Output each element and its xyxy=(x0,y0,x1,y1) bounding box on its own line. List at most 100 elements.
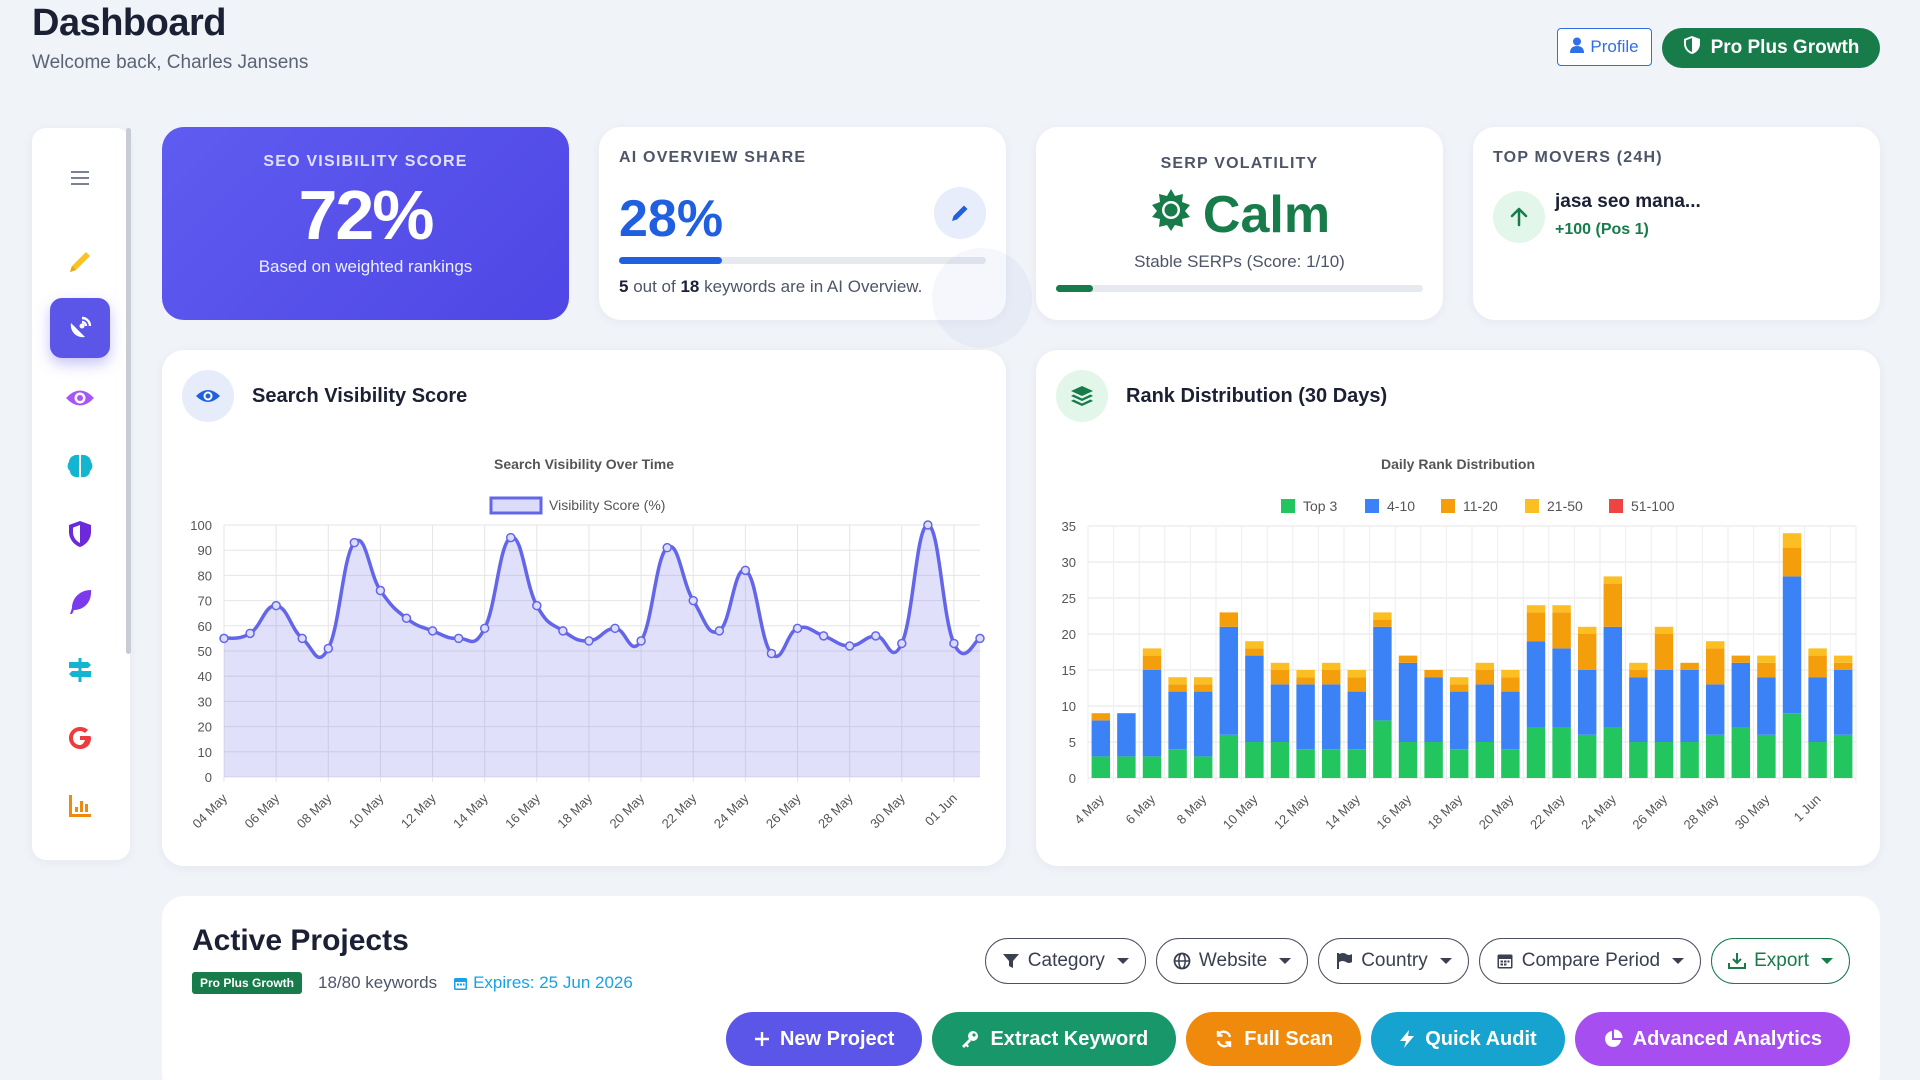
x-tick-label: 12 May xyxy=(398,790,439,831)
bar-segment xyxy=(1731,727,1751,778)
bar-segment xyxy=(1808,742,1827,778)
x-tick-label: 16 May xyxy=(502,790,543,831)
bar-segment xyxy=(1449,677,1469,685)
bar-segment xyxy=(1552,605,1571,613)
bar-segment xyxy=(1245,641,1264,649)
bar-segment xyxy=(1449,749,1469,778)
data-point xyxy=(584,636,594,646)
bar-segment xyxy=(1193,684,1213,692)
bar-segment xyxy=(1629,677,1648,742)
bar-segment xyxy=(1168,749,1187,778)
x-tick-label: 18 May xyxy=(554,790,595,831)
decorative-circle xyxy=(932,248,1032,348)
bar-segment xyxy=(1782,576,1802,714)
bar-segment xyxy=(1449,684,1469,692)
satellite-dish-icon[interactable] xyxy=(50,298,110,358)
quick-audit-button[interactable]: Quick Audit xyxy=(1371,1012,1565,1066)
bar-segment xyxy=(1705,641,1725,649)
sidebar-scrollbar[interactable] xyxy=(126,128,131,654)
bar-segment xyxy=(1731,662,1751,728)
data-point xyxy=(714,626,725,636)
bar-segment xyxy=(1398,742,1418,778)
filter-bar: Category Website Country Compare Period … xyxy=(984,938,1850,984)
y-tick-label: 25 xyxy=(1062,591,1076,606)
keyword-count: 18/80 keywords xyxy=(318,973,438,992)
search-visibility-chart: Search Visibility Over Time Visibility Sc… xyxy=(189,456,985,831)
mover-keyword[interactable]: jasa seo mana... xyxy=(1555,191,1701,212)
full-scan-button[interactable]: Full Scan xyxy=(1186,1012,1362,1066)
brain-icon[interactable] xyxy=(50,436,110,496)
x-tick-label: 24 May xyxy=(711,790,752,831)
website-filter[interactable]: Website xyxy=(1155,938,1309,984)
bar-segment xyxy=(1321,670,1341,685)
ai-overview-progress xyxy=(619,257,986,264)
country-filter[interactable]: Country xyxy=(1318,938,1469,984)
bar-segment xyxy=(1501,691,1520,750)
ai-overview-value: 28% xyxy=(619,190,724,248)
bar-segment xyxy=(1833,734,1853,778)
signs-icon[interactable] xyxy=(50,640,110,700)
advanced-analytics-button[interactable]: Advanced Analytics xyxy=(1574,1012,1850,1066)
legend-label: 51-100 xyxy=(1631,498,1675,514)
key-icon xyxy=(962,1031,979,1048)
expiry-date: Expires: 25 Jun 2026 xyxy=(453,973,633,993)
edit-button[interactable] xyxy=(934,187,986,239)
bar-segment xyxy=(1552,648,1571,728)
page-title: Dashboard xyxy=(32,2,226,44)
x-tick-label: 26 May xyxy=(1629,791,1670,832)
compare-period-filter[interactable]: Compare Period xyxy=(1478,938,1702,984)
x-tick-label: 18 May xyxy=(1425,791,1466,832)
ai-overview-card: AI OVERVIEW SHARE 28% 5 out of 18 keywor… xyxy=(599,127,1006,320)
pencil-icon[interactable] xyxy=(50,232,110,292)
welcome-text: Welcome back, Charles Jansens xyxy=(32,52,309,73)
shield-half-icon[interactable] xyxy=(50,504,110,564)
x-tick-label: 8 May xyxy=(1174,791,1210,827)
plan-button[interactable]: Pro Plus Growth xyxy=(1662,28,1880,68)
export-button[interactable]: Export xyxy=(1711,938,1850,984)
plan-tag: Pro Plus Growth xyxy=(192,972,303,994)
menu-icon[interactable] xyxy=(50,148,110,208)
bar-segment xyxy=(1091,756,1111,778)
x-tick-label: 04 May xyxy=(189,790,230,831)
bar-segment xyxy=(1296,670,1315,678)
data-point xyxy=(792,623,803,634)
data-point xyxy=(532,600,542,611)
x-tick-label: 1 Jun xyxy=(1791,792,1824,825)
x-tick-label: 16 May xyxy=(1373,791,1414,832)
data-point xyxy=(558,626,568,636)
feather-icon[interactable] xyxy=(50,572,110,632)
category-filter[interactable]: Category xyxy=(984,938,1146,984)
bar-segment xyxy=(1654,670,1674,742)
data-point xyxy=(818,631,829,641)
profile-button[interactable]: Profile xyxy=(1557,28,1652,66)
shield-icon xyxy=(1683,35,1701,61)
bar-segment xyxy=(1552,727,1571,778)
extract-keyword-button[interactable]: Extract Keyword xyxy=(932,1012,1177,1066)
x-tick-label: 01 Jun xyxy=(922,791,960,829)
eye-icon[interactable] xyxy=(50,368,110,428)
bar-chart-icon[interactable] xyxy=(50,776,110,836)
serp-volatility-sub: Stable SERPs (Score: 1/10) xyxy=(1134,252,1345,271)
legend-swatch xyxy=(1441,499,1455,513)
filter-icon xyxy=(1002,954,1019,968)
x-tick-label: 20 May xyxy=(1476,791,1517,832)
google-icon[interactable] xyxy=(50,708,110,768)
ai-overview-label: AI OVERVIEW SHARE xyxy=(619,149,807,166)
bar-segment xyxy=(1270,670,1290,685)
data-point xyxy=(844,641,855,651)
bar-segment xyxy=(1245,655,1264,742)
bar-segment xyxy=(1577,734,1597,778)
serp-volatility-progress xyxy=(1056,285,1423,292)
x-tick-label: 28 May xyxy=(815,790,856,831)
data-point xyxy=(975,633,985,644)
active-projects-title: Active Projects xyxy=(192,924,409,957)
bar-segment xyxy=(1117,713,1136,757)
new-project-button[interactable]: New Project xyxy=(725,1012,923,1066)
search-visibility-title: Search Visibility Score xyxy=(252,384,468,407)
bar-segment xyxy=(1270,684,1290,742)
bar-segment xyxy=(1347,670,1367,678)
data-point xyxy=(636,636,646,646)
bar-segment xyxy=(1705,648,1725,685)
user-icon xyxy=(1570,37,1585,58)
bar-segment xyxy=(1808,648,1827,656)
